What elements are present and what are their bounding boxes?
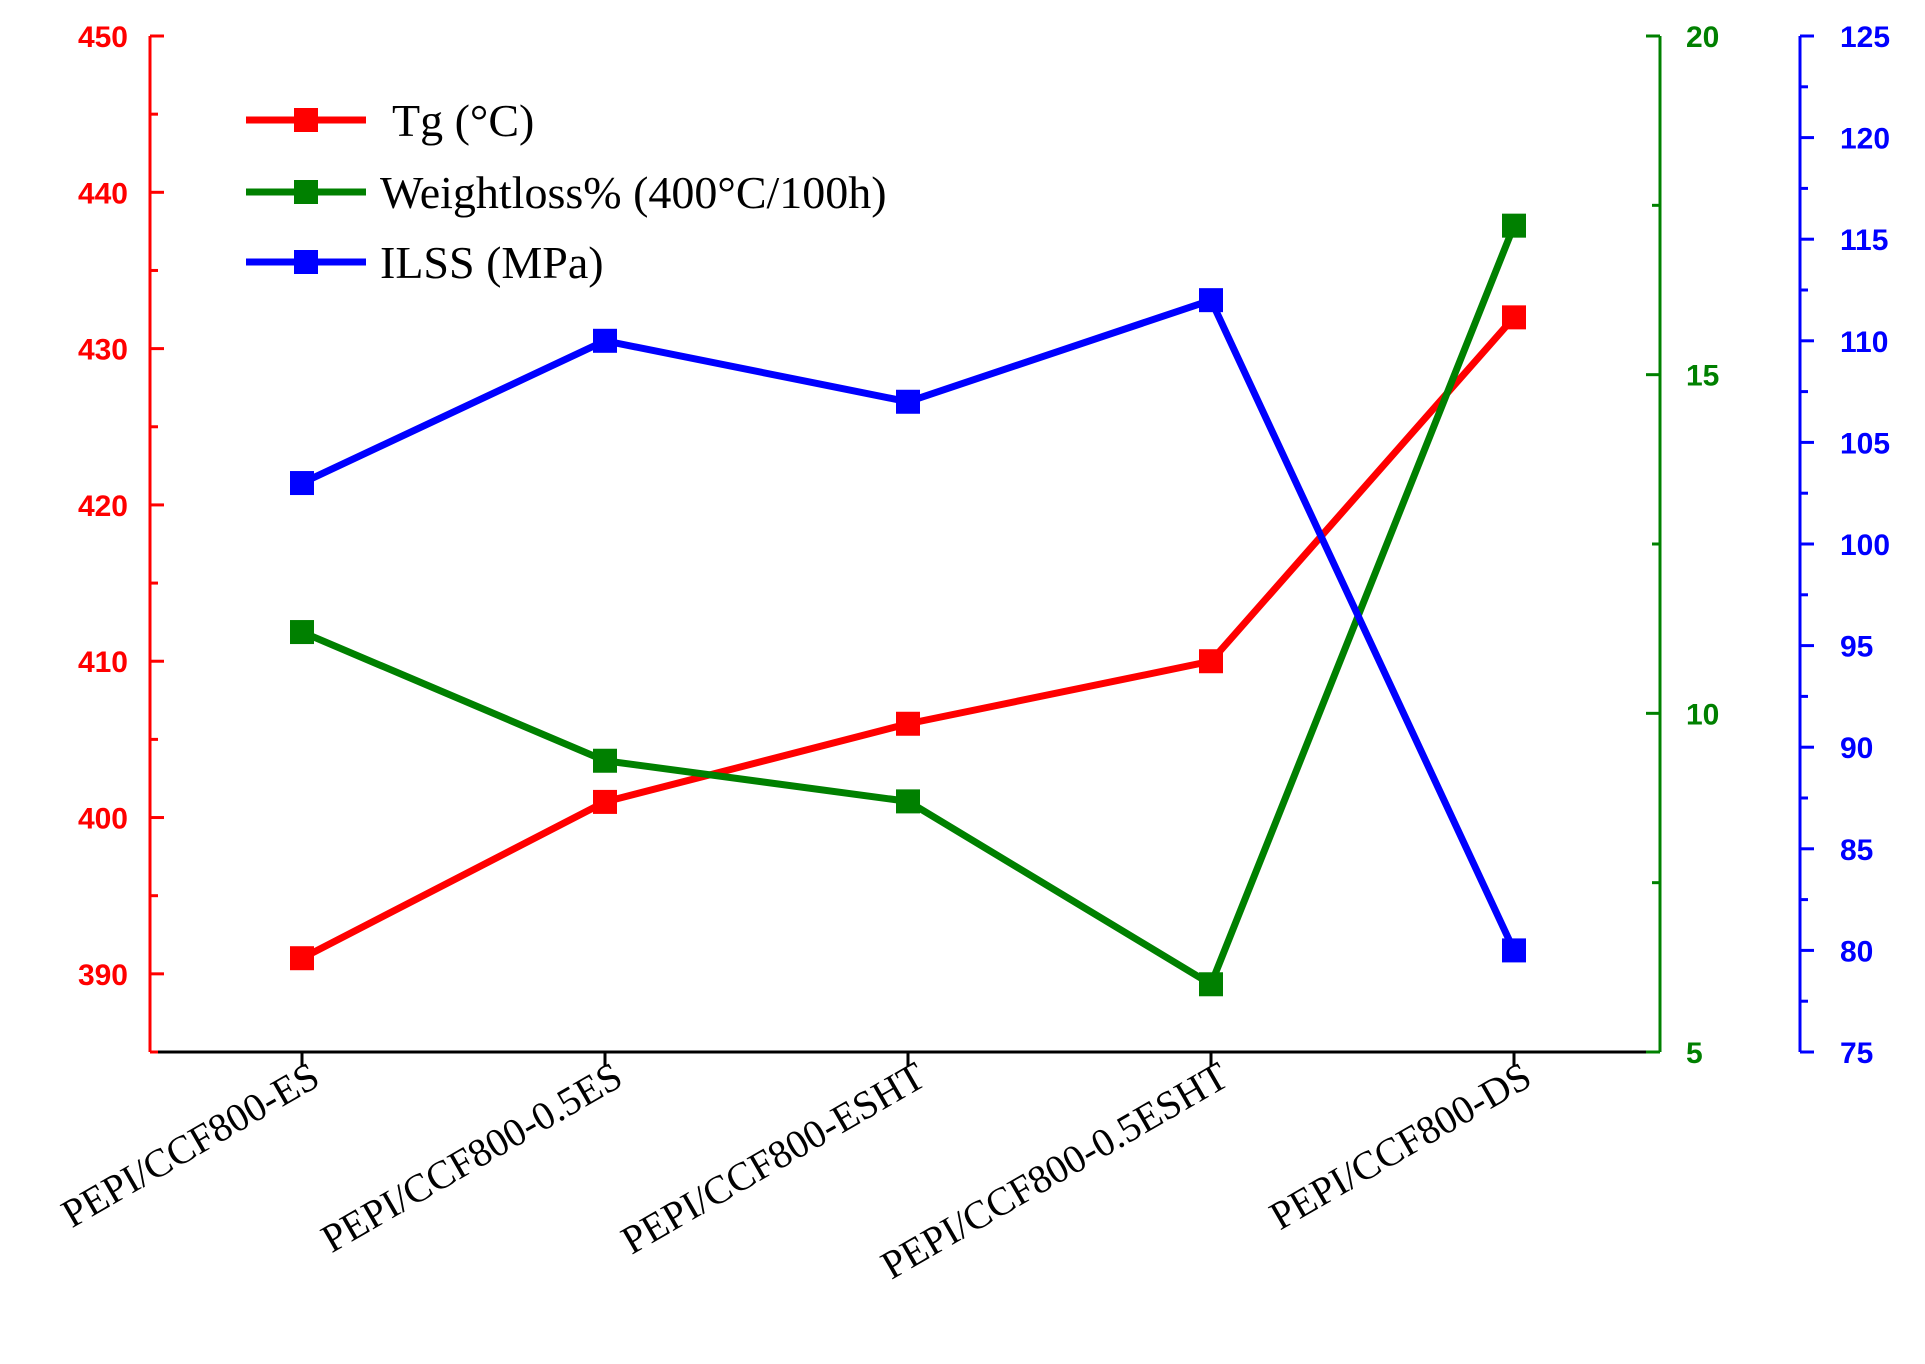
right1-tick-label: 20 — [1686, 21, 1719, 54]
legend-label-1: Weightloss% (400°C/100h) — [380, 167, 887, 218]
legend-label-2: ILSS (MPa) — [380, 237, 604, 288]
left-tick-label: 390 — [78, 959, 128, 992]
left-tick-label: 440 — [78, 177, 128, 210]
right2-tick-label: 90 — [1840, 732, 1873, 765]
left-tick-label: 430 — [78, 334, 128, 367]
legend-label-0: Tg (°C) — [392, 95, 534, 146]
series-0-point-3 — [1199, 649, 1223, 674]
series-0-point-1 — [593, 789, 617, 814]
series-2-point-0 — [290, 471, 314, 496]
series-0-point-0 — [290, 946, 314, 971]
series-2-point-3 — [1199, 288, 1223, 313]
x-tick-label: PEPI/CCF800-ES — [54, 1053, 327, 1236]
series-1-point-2 — [896, 789, 920, 814]
legend-marker-2 — [294, 250, 318, 274]
right2-tick-label: 115 — [1840, 224, 1888, 257]
x-tick-label: PEPI/CCF800-ESHT — [614, 1053, 933, 1263]
right2-tick-label: 110 — [1840, 326, 1888, 359]
series-1-point-4 — [1502, 213, 1526, 238]
x-tick-label: PEPI/CCF800-0.5ES — [313, 1053, 629, 1261]
left-tick-label: 400 — [78, 803, 128, 836]
series-1-point-3 — [1199, 972, 1223, 997]
x-tick-label: PEPI/CCF800-DS — [1262, 1053, 1539, 1239]
right2-tick-label: 85 — [1840, 834, 1873, 867]
right2-tick-label: 125 — [1840, 21, 1890, 54]
legend-marker-0 — [294, 108, 318, 132]
right2-tick-label: 95 — [1840, 631, 1873, 664]
right2-tick-label: 100 — [1840, 529, 1890, 562]
right2-tick-label: 120 — [1840, 123, 1890, 156]
right2-tick-label: 105 — [1840, 427, 1890, 460]
right2-tick-label: 80 — [1840, 935, 1873, 968]
series-1-point-1 — [593, 748, 617, 773]
right2-tick-label: 75 — [1840, 1037, 1873, 1070]
series-0-point-2 — [896, 711, 920, 736]
series-2-point-2 — [896, 389, 920, 414]
left-tick-label: 410 — [78, 646, 128, 679]
series-0-point-4 — [1502, 305, 1526, 330]
right1-tick-label: 5 — [1686, 1037, 1703, 1070]
right1-tick-label: 10 — [1686, 698, 1719, 731]
series-1-point-0 — [290, 620, 314, 645]
left-tick-label: 420 — [78, 490, 128, 523]
series-line-1 — [300, 224, 1518, 988]
series-2-point-1 — [593, 328, 617, 353]
series-2-point-4 — [1502, 938, 1526, 963]
left-tick-label: 450 — [78, 21, 128, 54]
right1-tick-label: 15 — [1686, 360, 1719, 393]
legend-marker-1 — [294, 180, 318, 204]
